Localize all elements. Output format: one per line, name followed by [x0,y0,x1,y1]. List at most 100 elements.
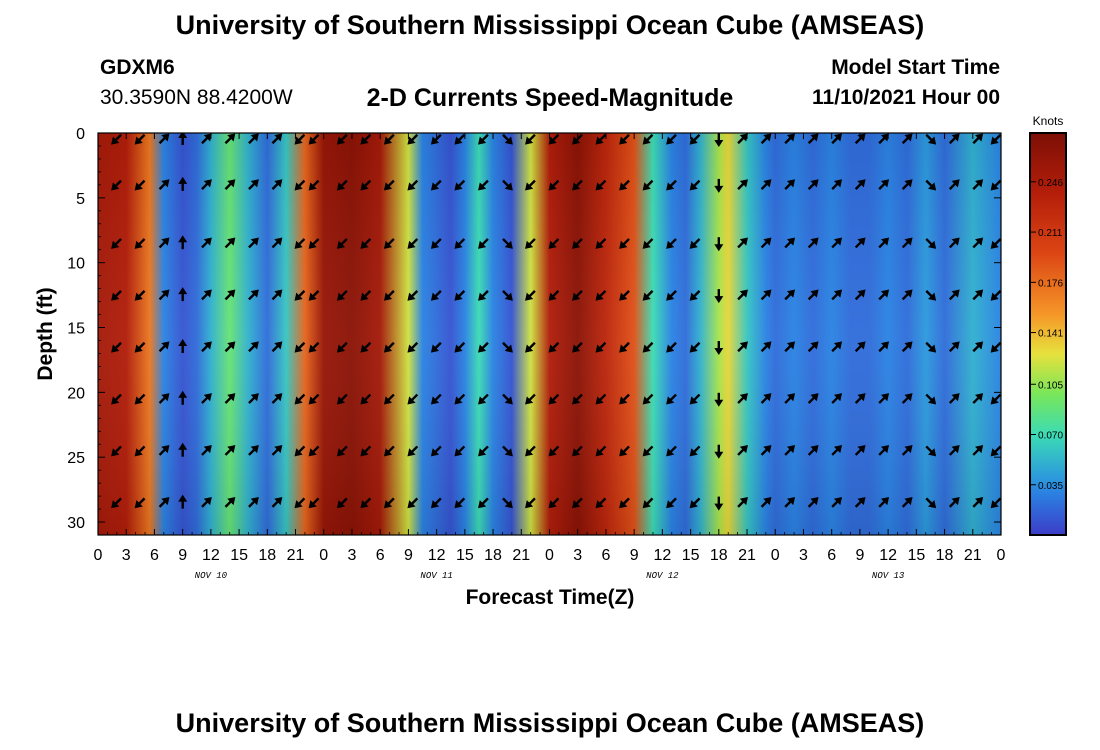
current-arrow [248,341,259,353]
date-label: NOV 10 [195,571,228,581]
current-arrow [294,133,306,145]
x-tick-label: 9 [404,547,413,564]
current-arrow [271,445,283,456]
current-arrow [595,393,607,405]
x-tick-label: 6 [827,547,836,564]
y-tick-label: 20 [67,385,85,402]
y-tick-label: 10 [67,256,85,273]
current-arrow [134,290,146,301]
current-arrow [972,289,984,301]
current-arrow [854,341,866,353]
current-arrow [595,133,607,145]
current-arrow [294,497,306,509]
current-arrow [807,237,819,249]
current-arrow [454,179,466,191]
x-tick-label: 12 [879,547,897,564]
chart-subtitle: 2-D Currents Speed-Magnitude [366,84,734,112]
current-arrow [760,445,772,456]
current-arrow [178,442,188,457]
current-arrow [360,393,372,405]
current-arrow [271,179,283,190]
current-arrow [407,238,419,249]
current-arrow [548,341,560,353]
current-arrow [784,393,796,404]
current-arrow [383,290,395,301]
current-arrow [990,445,1001,457]
current-arrow [878,445,890,456]
current-arrow [360,445,372,457]
current-arrow [454,290,466,301]
current-arrow [336,497,348,509]
current-arrow [430,341,442,353]
current-arrow [111,290,122,301]
current-arrow [737,289,748,301]
current-arrow [572,445,583,457]
current-arrow [854,179,866,190]
current-arrow [294,238,306,249]
current-arrow [525,497,536,509]
x-axis-label: Forecast Time(Z) [466,586,635,609]
current-arrow [666,445,677,457]
current-arrow [383,445,395,457]
current-arrow [619,238,630,249]
current-arrow [178,287,188,302]
current-arrow [548,290,560,301]
current-arrow [737,393,748,404]
x-tick-label: 0 [997,547,1006,564]
current-arrow [430,133,442,145]
current-arrow [383,238,395,249]
current-arrow [619,133,630,145]
current-arrow [619,341,630,353]
current-arrow [925,445,937,457]
current-arrow [336,179,348,191]
current-arrow [572,179,583,191]
colorbar-tick-label: 0.211 [1038,228,1063,239]
date-label: NOV 12 [646,571,679,581]
current-arrow [972,237,984,249]
current-arrow [224,179,236,190]
current-arrow [158,445,170,456]
current-arrow [901,341,913,353]
current-arrow [760,179,772,190]
current-arrow [595,179,607,191]
current-arrow [878,341,890,353]
current-arrow [502,133,513,145]
y-axis-label: Depth (ft) [34,287,57,380]
current-arrow [990,341,1001,353]
current-arrow [548,393,560,405]
colorbar-gradient [1029,132,1067,536]
current-arrow [901,289,913,301]
current-arrow [360,341,372,353]
current-arrow [689,133,701,145]
current-arrow [689,179,701,191]
current-arrow [619,393,630,405]
current-arrow [454,133,466,145]
colorbar-tick-label: 0.176 [1038,278,1063,289]
current-arrow [158,496,170,508]
current-arrow [383,341,395,353]
current-arrow [831,289,843,301]
current-arrow [454,238,466,249]
current-arrow [972,496,984,508]
current-arrow [666,133,677,145]
current-arrow [407,133,419,145]
current-arrow [854,445,866,456]
current-arrow [336,133,348,145]
current-arrow [454,497,466,509]
current-arrow [158,237,170,249]
y-tick-label: 30 [67,515,85,532]
current-arrow [111,497,122,509]
current-arrow [383,133,395,145]
current-arrow [572,133,583,145]
colorbar-tick-label: 0.035 [1038,481,1063,492]
current-arrow [689,393,701,405]
current-arrow [525,445,536,457]
current-arrow [158,341,170,353]
current-arrow [271,289,283,301]
colorbar-tick-label: 0.070 [1038,431,1063,442]
current-arrow [925,341,937,353]
current-arrow [201,445,212,456]
current-arrow [642,290,654,301]
current-arrow [595,238,607,249]
current-arrow [990,393,1001,405]
